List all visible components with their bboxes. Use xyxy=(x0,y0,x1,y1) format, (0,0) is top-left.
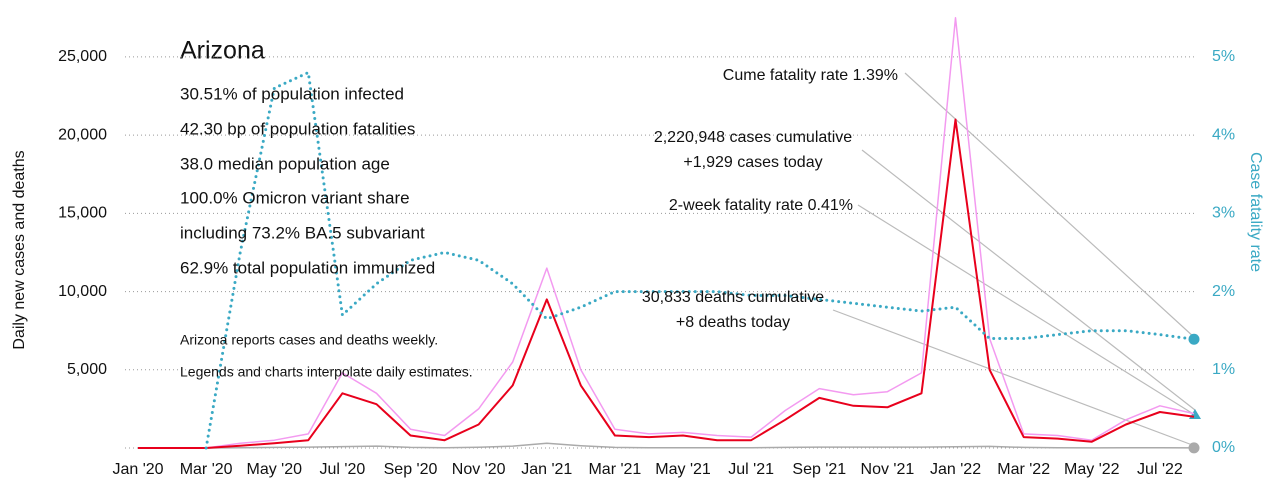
stat-line: including 73.2% BA.5 subvariant xyxy=(180,223,425,242)
y2-tick-label: 4% xyxy=(1212,126,1235,143)
y2-tick-label: 5% xyxy=(1212,48,1235,65)
y-tick-label: 20,000 xyxy=(58,126,107,143)
stat-line: 42.30 bp of population fatalities xyxy=(180,119,415,138)
series-line xyxy=(138,17,1195,449)
stat-line: 38.0 median population age xyxy=(180,154,390,173)
end-marker xyxy=(1188,333,1200,345)
x-tick-label: Jan '21 xyxy=(521,461,572,478)
annotation: 2,220,948 cases cumulative xyxy=(654,129,852,146)
end-marker xyxy=(1188,442,1200,454)
stat-line: 100.0% Omicron variant share xyxy=(180,188,410,207)
annotation: +1,929 cases today xyxy=(683,154,822,171)
series-line xyxy=(138,442,1195,449)
y-tick-label: 5,000 xyxy=(67,361,107,378)
x-tick-label: Mar '21 xyxy=(588,461,641,478)
note: Arizona reports cases and deaths weekly. xyxy=(180,332,438,348)
x-tick-label: Jul '21 xyxy=(728,461,774,478)
x-tick-label: May '21 xyxy=(655,461,711,478)
x-tick-label: Sep '21 xyxy=(792,461,846,478)
x-tick-label: Nov '21 xyxy=(861,461,915,478)
x-tick-label: Jul '22 xyxy=(1137,461,1183,478)
leader-line xyxy=(904,72,1196,339)
x-tick-label: Jan '20 xyxy=(112,461,163,478)
x-tick-label: Jul '20 xyxy=(320,461,366,478)
y-axis-label: Daily new cases and deaths xyxy=(11,150,28,349)
annotation: Cume fatality rate 1.39% xyxy=(723,67,898,84)
y-tick-label: 25,000 xyxy=(58,48,107,65)
x-tick-label: Jan '22 xyxy=(930,461,981,478)
stat-line: 30.51% of population infected xyxy=(180,84,404,103)
chart-title: Arizona xyxy=(180,37,265,65)
y2-axis-label: Case fatality rate xyxy=(1247,152,1264,272)
note: Legends and charts interpolate daily est… xyxy=(180,364,473,380)
y2-tick-label: 3% xyxy=(1212,205,1235,222)
leader-line xyxy=(861,149,1196,411)
annotation: +8 deaths today xyxy=(676,314,790,331)
x-tick-label: Sep '20 xyxy=(384,461,438,478)
x-tick-label: Mar '22 xyxy=(997,461,1050,478)
series-line xyxy=(138,118,1195,449)
marker xyxy=(1189,409,1201,419)
x-tick-label: May '20 xyxy=(246,461,302,478)
y2-tick-label: 1% xyxy=(1212,361,1235,378)
stat-line: 62.9% total population immunized xyxy=(180,258,435,277)
y2-tick-label: 2% xyxy=(1212,283,1235,300)
annotation: 30,833 deaths cumulative xyxy=(642,289,824,306)
x-tick-label: Nov '20 xyxy=(452,461,506,478)
series-line xyxy=(204,71,1196,450)
x-tick-label: Mar '20 xyxy=(180,461,233,478)
y-tick-label: 10,000 xyxy=(58,283,107,300)
leader-line xyxy=(832,309,1196,447)
y-tick-label: 15,000 xyxy=(58,205,107,222)
annotation: 2-week fatality rate 0.41% xyxy=(669,197,853,214)
leader-line xyxy=(857,204,1196,416)
y2-tick-label: 0% xyxy=(1212,439,1235,456)
x-tick-label: May '22 xyxy=(1064,461,1120,478)
